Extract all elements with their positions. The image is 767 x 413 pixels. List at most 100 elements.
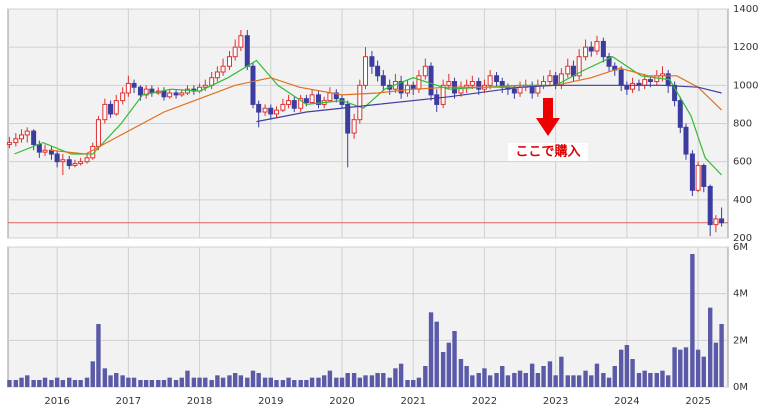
volume-bar	[612, 366, 617, 387]
volume-bar	[334, 377, 339, 387]
volume-bar	[405, 380, 410, 387]
volume-bar	[322, 375, 327, 387]
candle-body	[547, 75, 553, 83]
candle-body	[137, 86, 143, 96]
volume-bar	[446, 342, 452, 387]
volume-bar	[102, 368, 108, 387]
volume-bar	[719, 324, 724, 387]
candle-body	[511, 88, 517, 94]
volume-bar	[19, 377, 24, 387]
annotation-bg	[508, 143, 588, 161]
candle-body	[434, 94, 440, 105]
volume-bar	[280, 380, 286, 387]
candle-body	[719, 218, 725, 224]
volume-bar	[440, 352, 446, 387]
volume-bar	[690, 254, 695, 387]
x-tick-label: 2024	[614, 396, 639, 407]
candle-body	[202, 84, 208, 88]
candle-body	[583, 46, 589, 58]
candle-body	[125, 82, 131, 94]
volume-bar	[215, 375, 220, 387]
moving-average	[49, 67, 723, 155]
volume-bar	[487, 375, 493, 387]
volume-bar	[262, 377, 268, 387]
volume-bar	[67, 377, 72, 387]
candle-body	[232, 46, 238, 58]
volume-bar	[464, 366, 469, 387]
volume-bar	[434, 321, 439, 387]
volume-bar	[423, 366, 428, 387]
candle-body	[618, 69, 624, 86]
volume-bar	[482, 368, 487, 387]
volume-bar	[357, 377, 363, 387]
candle-body	[375, 65, 381, 77]
volume-bar	[695, 349, 701, 387]
candle-body	[357, 84, 363, 121]
volume-bar	[648, 373, 653, 387]
x-tick-label: 2021	[400, 396, 425, 407]
candle-body	[345, 103, 351, 134]
candle-body	[351, 119, 357, 134]
volume-bar	[476, 373, 481, 387]
volume-bar	[583, 370, 588, 387]
volume-bar	[428, 312, 434, 387]
candle-body	[380, 75, 386, 86]
volume-bar	[31, 380, 36, 387]
x-tick-label: 2023	[543, 396, 568, 407]
candle-body	[600, 40, 606, 58]
volume-bar	[339, 377, 345, 387]
candle-body	[220, 65, 226, 73]
volume-bar	[701, 356, 706, 387]
volume-bar	[630, 359, 635, 387]
volume-bar	[529, 363, 535, 387]
candle-body	[280, 103, 286, 111]
volume-bar	[49, 380, 54, 387]
candle-body	[13, 138, 19, 144]
candle-body	[84, 157, 90, 163]
volume-bar	[42, 377, 48, 387]
candle-body	[494, 75, 500, 83]
volume-bar	[571, 375, 576, 387]
volume-bar	[274, 380, 279, 387]
candle-body	[713, 218, 719, 226]
volume-bar	[618, 349, 624, 387]
candle-body	[143, 88, 149, 96]
volume-bar	[505, 375, 511, 387]
y-tick-label: 400	[733, 195, 752, 206]
candle-body	[6, 142, 12, 145]
volume-bar	[138, 380, 143, 387]
volume-bar	[185, 370, 190, 387]
volume-bar	[245, 377, 250, 387]
volume-bar	[220, 377, 226, 387]
volume-bar	[256, 373, 261, 387]
x-tick-label: 2022	[472, 396, 497, 407]
volume-bar	[167, 377, 172, 387]
candle-body	[19, 134, 25, 140]
volume-bar	[316, 377, 321, 387]
volume-bar	[470, 375, 475, 387]
candle-body	[647, 79, 653, 83]
annotation: ここで購入	[515, 144, 580, 160]
candle-body	[167, 92, 173, 98]
volume-bar	[351, 373, 357, 387]
volume-bar	[665, 375, 671, 387]
candle-body	[131, 82, 137, 88]
volume-bar	[565, 375, 570, 387]
candle-body	[303, 98, 309, 104]
volume-bar	[25, 375, 30, 387]
volume-bar	[494, 373, 499, 387]
buy-arrow	[536, 98, 560, 136]
candle-body	[238, 35, 244, 48]
y-tick-label: 6M	[733, 242, 748, 253]
volume-bar	[369, 375, 375, 387]
x-tick-label: 2017	[116, 396, 141, 407]
candle-body	[327, 92, 333, 102]
volume-bar	[173, 380, 179, 387]
candle-body	[594, 40, 600, 52]
volume-bar	[232, 373, 238, 387]
volume-bar	[90, 361, 95, 387]
volume-bar	[268, 377, 273, 387]
candle-body	[113, 100, 119, 115]
volume-bar	[416, 377, 422, 387]
candle-body	[250, 65, 256, 105]
